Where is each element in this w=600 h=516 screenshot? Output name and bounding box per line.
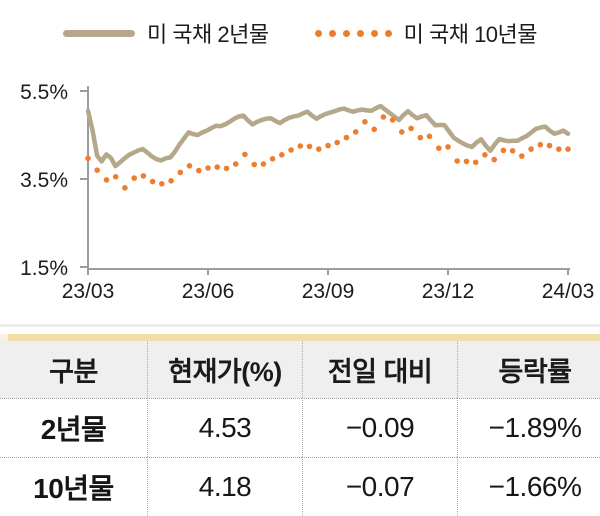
legend-label-2y: 미 국채 2년물: [146, 22, 269, 47]
row-10y-pct: −1.66%: [457, 457, 600, 516]
svg-text:23/09: 23/09: [302, 280, 355, 303]
svg-text:23/12: 23/12: [422, 280, 475, 303]
chart-legend: 미 국채 2년물 미 국채 10년물: [0, 0, 600, 62]
row-2y-pct: −1.89%: [457, 398, 600, 457]
col-header-price: 현재가(%): [147, 341, 302, 398]
table-header-row: 구분 현재가(%) 전일 대비 등락률: [0, 341, 600, 398]
table-accent-corner: [0, 334, 8, 341]
row-2y-price: 4.53: [147, 398, 302, 457]
row-10y-change: −0.07: [302, 457, 457, 516]
col-header-gubun: 구분: [0, 341, 147, 398]
row-10y-price: 4.18: [147, 457, 302, 516]
svg-text:3.5%: 3.5%: [20, 169, 68, 192]
col-header-pct: 등락률: [457, 341, 600, 398]
legend-line-swatch: [62, 29, 135, 37]
table-row-2y: 2년물 4.53 −0.09 −1.89%: [0, 398, 600, 457]
svg-text:5.5%: 5.5%: [20, 81, 68, 104]
legend-item-2y: 미 국채 2년물: [62, 17, 269, 49]
svg-text:23/03: 23/03: [62, 280, 115, 303]
legend-dots-swatch: [314, 29, 392, 37]
col-header-change: 전일 대비: [302, 341, 457, 398]
yield-table: 구분 현재가(%) 전일 대비 등락률 2년물 4.53 −0.09 −1.89…: [0, 334, 600, 516]
table-row-10y: 10년물 4.18 −0.07 −1.66%: [0, 457, 600, 516]
yield-chart: 5.5% 3.5% 1.5%23/03 23/06 23/09 23/12 24/03: [20, 81, 595, 303]
legend-label-10y: 미 국채 10년물: [403, 22, 538, 47]
table-accent-strip: [0, 334, 600, 341]
row-2y-change: −0.09: [302, 398, 457, 457]
legend-item-10y: 미 국채 10년물: [314, 17, 538, 49]
section-divider: [0, 324, 600, 327]
row-2y-label: 2년물: [0, 398, 147, 457]
svg-text:23/06: 23/06: [182, 280, 235, 303]
svg-text:24/03: 24/03: [542, 280, 595, 303]
row-10y-label: 10년물: [0, 457, 147, 516]
svg-text:1.5%: 1.5%: [20, 257, 68, 280]
